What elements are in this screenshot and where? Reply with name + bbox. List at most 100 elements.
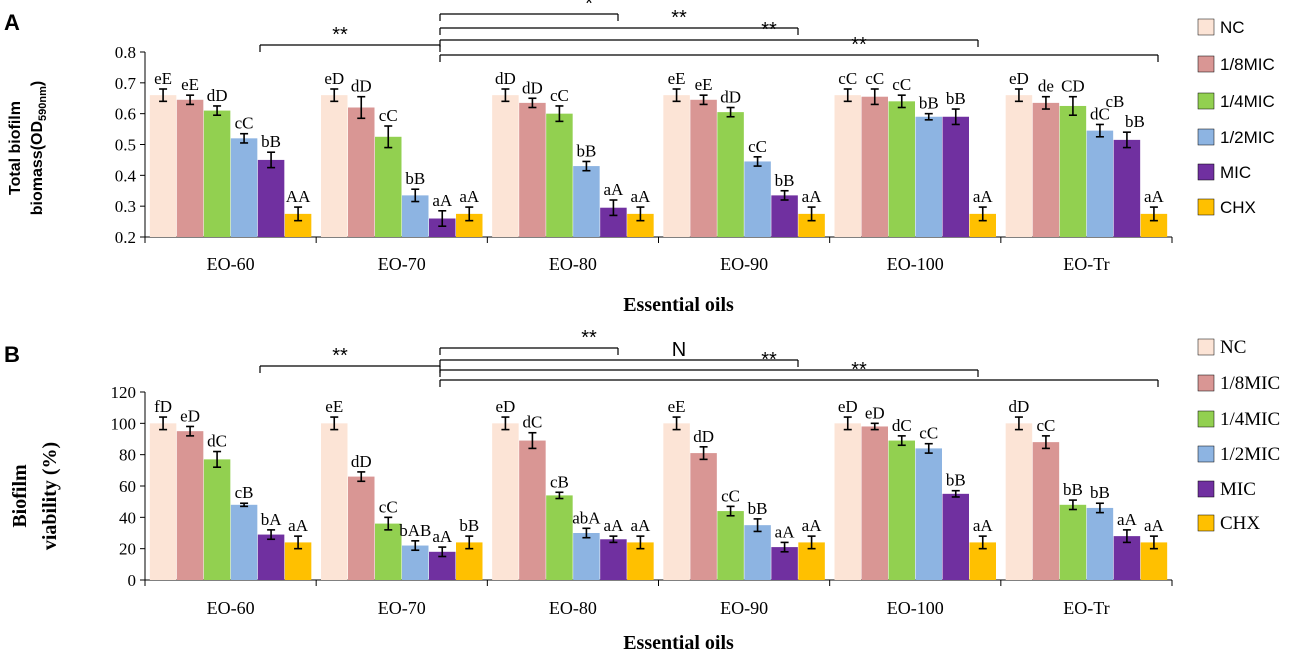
- significance-letter: dC: [207, 432, 227, 451]
- significance-letter: cC: [865, 69, 884, 88]
- bar-mic: [1113, 139, 1141, 237]
- bar-nc: [492, 423, 519, 580]
- legend-label: 1/4MIC: [1220, 409, 1280, 430]
- x-tick-label: EO-100: [887, 598, 944, 618]
- bar-1-8mic: [861, 96, 888, 237]
- significance-letter: fD: [154, 397, 172, 416]
- bar-1-8mic: [690, 99, 717, 238]
- x-tick-label: EO-80: [549, 598, 597, 618]
- y-tick-label: 0.5: [115, 136, 136, 155]
- significance-letter: bB: [775, 171, 795, 190]
- significance-letter: eE: [181, 75, 199, 94]
- significance-letter: dD: [207, 86, 228, 105]
- bar-nc: [149, 95, 177, 238]
- bar-nc: [834, 423, 861, 580]
- significance-letter: aA: [775, 522, 796, 541]
- y-axis-label-line1: Biofilm: [9, 464, 31, 528]
- bar-mic: [942, 493, 969, 580]
- bar-1-2mic: [1086, 130, 1114, 237]
- bar-1-2mic: [915, 448, 942, 580]
- significance-letter: aA: [432, 527, 453, 546]
- x-tick-label: EO-80: [549, 254, 597, 274]
- panel-letter: B: [4, 342, 20, 367]
- legend-label: CHX: [1220, 198, 1256, 217]
- significance-letter: dD: [522, 78, 543, 97]
- x-tick-label: EO-90: [720, 598, 768, 618]
- significance-letter: dD: [351, 77, 372, 96]
- bar-chx: [284, 213, 312, 237]
- x-tick-label: EO-60: [207, 598, 255, 618]
- bar-1-4mic: [546, 113, 573, 237]
- significance-letter: aA: [1144, 187, 1165, 206]
- significance-letter: dC: [522, 413, 542, 432]
- legend-label: 1/8MIC: [1220, 55, 1275, 74]
- significance-mark: **: [851, 34, 867, 56]
- bar-chx: [798, 213, 825, 237]
- bar-nc: [321, 95, 348, 238]
- bar-1-4mic: [717, 511, 744, 580]
- significance-letter: eD: [180, 406, 200, 425]
- bar-1-4mic: [375, 136, 402, 237]
- bar-1-8mic: [861, 426, 888, 580]
- significance-letter: de: [1038, 77, 1054, 96]
- significance-letter: bA: [261, 510, 283, 529]
- bar-1-4mic: [717, 112, 744, 237]
- bar-chx: [969, 213, 996, 237]
- legend-swatch: [1197, 92, 1215, 110]
- bar-mic: [257, 159, 285, 237]
- legend-swatch: [1197, 163, 1215, 181]
- bar-nc: [663, 95, 690, 238]
- legend-swatch: [1197, 514, 1215, 532]
- significance-letter: bB: [1063, 480, 1083, 499]
- significance-letter: bB: [405, 169, 425, 188]
- significance-letter: eE: [668, 69, 686, 88]
- significance-letter: aA: [802, 187, 823, 206]
- significance-letter: CD: [1061, 77, 1085, 96]
- x-tick-label: EO-70: [378, 254, 426, 274]
- x-tick-label: EO-Tr: [1063, 598, 1109, 618]
- bar-nc: [321, 423, 348, 580]
- legend-label: 1/2MIC: [1220, 444, 1280, 465]
- significance-letter: bB: [919, 94, 939, 113]
- significance-letter: aA: [288, 516, 309, 535]
- significance-letter: eD: [496, 397, 516, 416]
- legend-swatch: [1197, 198, 1215, 216]
- significance-letter: cC: [919, 424, 938, 443]
- significance-letter: cC: [379, 106, 398, 125]
- bar-1-4mic: [203, 459, 231, 580]
- bar-1-2mic: [230, 138, 258, 237]
- y-tick-label: 0.3: [115, 197, 136, 216]
- y-axis-label-line1: Total biofilm: [7, 101, 24, 195]
- legend-label: NC: [1220, 337, 1246, 358]
- significance-mark: N: [672, 339, 686, 361]
- y-tick-label: 0.2: [115, 228, 136, 247]
- significance-letter: eD: [838, 397, 858, 416]
- x-tick-label: EO-60: [207, 254, 255, 274]
- bar-1-8mic: [176, 431, 204, 580]
- significance-letter: aA: [802, 516, 823, 535]
- bar-nc: [834, 95, 861, 238]
- significance-letter: aA: [459, 187, 480, 206]
- significance-bracket: **: [439, 327, 619, 355]
- panel-letter: A: [4, 10, 20, 35]
- bar-nc: [149, 423, 177, 580]
- bar-nc: [492, 95, 519, 238]
- significance-letter: cB: [235, 483, 254, 502]
- x-tick-label: EO-Tr: [1063, 254, 1109, 274]
- significance-letter: cC: [235, 114, 254, 133]
- bar-1-4mic: [1059, 504, 1087, 580]
- significance-bracket: *: [439, 0, 619, 21]
- bar-mic: [942, 116, 969, 237]
- x-tick-label: EO-100: [887, 254, 944, 274]
- bar-1-4mic: [888, 101, 915, 237]
- significance-letter: aA: [1117, 510, 1138, 529]
- significance-letter: dC: [892, 416, 912, 435]
- bar-1-8mic: [176, 99, 204, 238]
- legend-swatch: [1197, 410, 1215, 428]
- y-tick-label: 0.7: [115, 74, 137, 93]
- significance-mark: **: [332, 345, 348, 367]
- significance-bracket: **: [259, 24, 441, 52]
- bar-mic: [257, 534, 285, 580]
- significance-letter: bB: [459, 516, 479, 535]
- significance-letter: cC: [379, 497, 398, 516]
